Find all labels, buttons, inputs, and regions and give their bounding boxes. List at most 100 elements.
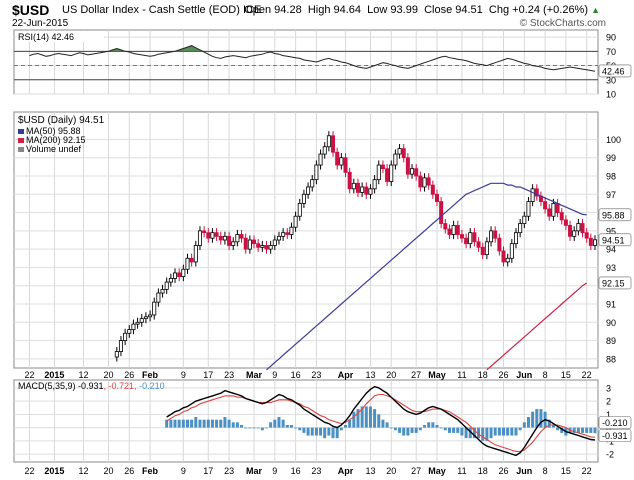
chart-subheader: 22-Jun-2015 © StockCharts.com	[0, 18, 634, 30]
macd-histogram-bar	[576, 427, 580, 433]
x-tick-label: 13	[365, 466, 375, 476]
candle-body	[123, 332, 128, 341]
x-tick-label: 20	[103, 370, 113, 380]
macd-histogram-bar	[502, 427, 506, 436]
candle-body	[534, 188, 539, 197]
high-value: 94.64	[333, 4, 362, 16]
x-tick-label: 8	[543, 370, 548, 380]
candle-body	[197, 230, 202, 246]
macd-histogram-bar	[402, 427, 406, 436]
candle-body	[351, 182, 356, 190]
macd-histogram-bar	[556, 427, 560, 431]
macd-histogram-bar	[210, 419, 214, 428]
macd-histogram-bar	[360, 406, 364, 428]
macd-histogram-bar	[443, 427, 447, 431]
up-arrow-icon: ▲	[591, 5, 600, 15]
macd-histogram-bar	[248, 427, 252, 429]
candle-body	[118, 340, 123, 352]
macd-histogram-bar	[173, 419, 177, 428]
close-last-label-box	[598, 233, 632, 247]
macd-histogram-bar	[289, 424, 293, 428]
x-tick-label: 26	[124, 466, 134, 476]
symbol: $USD	[12, 2, 50, 18]
x-tick-label: Apr	[338, 370, 354, 380]
stockcharts-credit: © StockCharts.com	[519, 18, 606, 29]
candle-body	[306, 186, 311, 195]
candle-body	[380, 164, 385, 170]
x-tick-label: 9	[181, 370, 186, 380]
candle-body	[459, 234, 464, 239]
macd-line	[166, 385, 596, 457]
candle-body	[555, 203, 560, 213]
macd-histogram-bar	[539, 409, 543, 428]
macd-histogram-bar	[165, 419, 169, 428]
macd-histogram-bar	[418, 427, 422, 431]
chart-header: $USD US Dollar Index - Cash Settle (EOD)…	[0, 2, 634, 18]
macd-histogram-bar	[406, 427, 410, 436]
x-tick-label: 12	[79, 466, 89, 476]
candle-body	[509, 243, 514, 259]
macd-histogram-bar	[493, 427, 497, 436]
price-tick-label: 98	[606, 172, 616, 182]
macd-histogram-bar	[389, 427, 393, 429]
macd-histogram-bar	[356, 409, 360, 428]
x-tick-label: 17	[203, 466, 213, 476]
x-tick-label: 2015	[44, 466, 64, 476]
macd-histogram-bar	[439, 427, 443, 429]
macd-histogram-bar	[589, 427, 593, 433]
chart-date: 22-Jun-2015	[12, 18, 69, 29]
candle-body	[418, 175, 423, 188]
x-axis: 222220152015121220202626FebFeb9917172323…	[24, 370, 591, 476]
x-tick-label: 20	[386, 370, 396, 380]
macd-histogram-bar	[339, 427, 343, 431]
macd-histogram-bar	[535, 409, 539, 428]
ma200-last-label: 92.15	[602, 278, 625, 288]
macd-histogram-bar	[368, 406, 372, 428]
price-tick-label: 95	[606, 226, 616, 236]
x-tick-label: 15	[561, 466, 571, 476]
macd-histogram-bar	[256, 427, 260, 429]
candle-body	[231, 241, 236, 246]
macd-histogram-bar	[560, 427, 564, 433]
macd-tick-label: 1	[606, 410, 611, 420]
candle-body	[156, 292, 161, 303]
candle-body	[297, 203, 302, 217]
macd-histogram-bar	[219, 419, 223, 428]
candle-body	[543, 201, 548, 210]
macd-signal-line	[166, 393, 596, 452]
legend-entry: MA(50) 95.88	[26, 126, 81, 136]
candle-body	[360, 186, 365, 193]
macd-histogram-bar	[231, 422, 235, 428]
candle-body	[385, 168, 390, 182]
price-tick-label: 89	[606, 336, 616, 346]
candle-body	[135, 321, 140, 325]
macd-tick-label: 2	[606, 397, 611, 407]
ma200-last-label-box	[598, 276, 632, 290]
macd-histogram-bar	[273, 419, 277, 428]
macd-histogram-bar	[398, 427, 402, 433]
x-tick-label: 9	[272, 466, 277, 476]
candle-body	[326, 135, 331, 148]
x-tick-label: 22	[582, 370, 592, 380]
price-tick-label: 90	[606, 318, 616, 328]
macd-title: MACD(5,35,9) -0.931, -0.721, -0.210	[18, 381, 165, 391]
macd-histogram-bar	[456, 427, 460, 433]
candle-body	[588, 237, 593, 246]
macd-histogram-bar	[381, 419, 385, 428]
x-tick-label: 17	[203, 370, 213, 380]
candle-body	[355, 182, 360, 193]
candle-body	[247, 239, 252, 250]
macd-histogram-bar	[185, 419, 189, 428]
macd-histogram-bar	[364, 406, 368, 428]
candle-body	[268, 245, 273, 250]
hist-last-label: -0.210	[602, 418, 628, 428]
candle-body	[243, 237, 248, 250]
candle-body	[584, 232, 589, 239]
macd-histogram-bar	[510, 427, 514, 436]
ohlc-summary: Open 94.28 High 94.64 Low 93.99 Close 94…	[244, 4, 600, 16]
candle-body	[410, 168, 415, 175]
macd-histogram-bar	[306, 427, 310, 436]
candle-body	[443, 223, 448, 230]
x-tick-label: 16	[291, 466, 301, 476]
